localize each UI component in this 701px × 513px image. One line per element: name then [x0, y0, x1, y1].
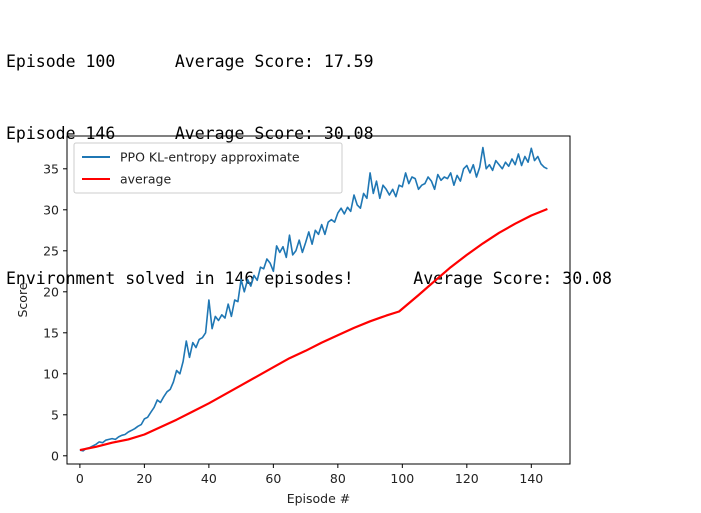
y-tick-label: 20 [43, 284, 59, 299]
log-line: Episode 100 Average Score: 17.59 [6, 52, 374, 71]
console-output: Episode 100 Average Score: 17.59 Episode… [6, 2, 612, 315]
x-tick-label: 0 [76, 471, 84, 486]
x-tick-label: 60 [265, 471, 281, 486]
y-tick-label: 5 [51, 407, 59, 422]
series-line-2 [79, 207, 548, 452]
series-line-1 [79, 146, 548, 452]
y-tick-label: 35 [43, 161, 59, 176]
y-tick-label: 10 [43, 366, 59, 381]
x-axis-label: Episode # [287, 491, 351, 506]
legend-box [73, 142, 343, 194]
x-tick-label: 140 [519, 471, 543, 486]
y-axis-label: Score [15, 282, 30, 317]
legend-entry: average [120, 172, 171, 187]
x-tick-label: 100 [390, 471, 414, 486]
y-tick-label: 0 [51, 448, 59, 463]
log-line: Episode 146 Average Score: 30.08 [6, 124, 374, 143]
x-tick-label: 120 [455, 471, 479, 486]
legend-entry: PPO KL-entropy approximate [120, 150, 300, 165]
y-tick-label: 15 [43, 325, 59, 340]
x-tick-label: 80 [330, 471, 346, 486]
y-tick-label: 25 [43, 243, 59, 258]
x-tick-label: 20 [136, 471, 152, 486]
plot-frame [66, 135, 571, 465]
x-tick-label: 40 [201, 471, 217, 486]
y-tick-label: 30 [43, 202, 59, 217]
